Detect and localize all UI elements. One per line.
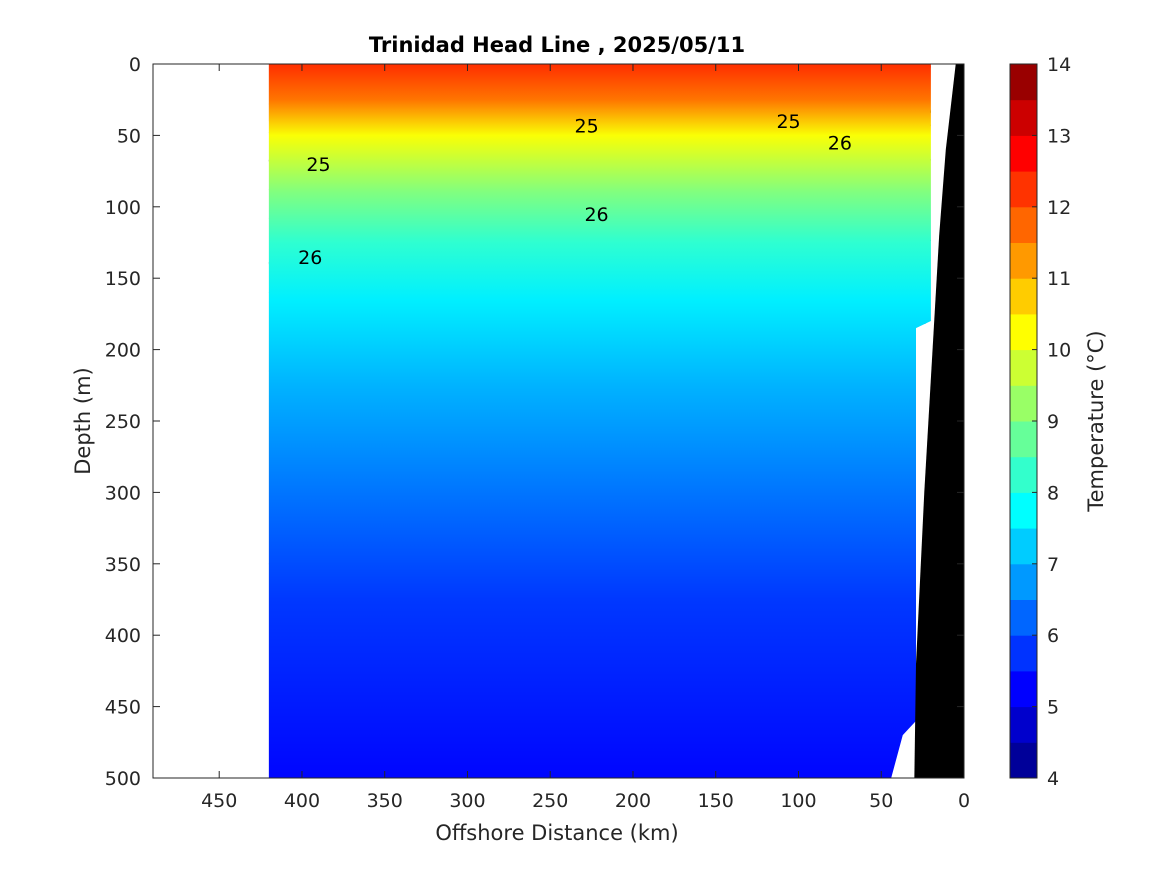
colorbar-swatch [1010,742,1037,779]
x-tick-label: 350 [367,790,403,812]
colorbar-swatch [1010,599,1037,636]
colorbar-label: Temperature (°C) [1084,330,1108,512]
plot-area: 25 25 25 26 26 26 [152,63,965,779]
colorbar-swatch [1010,206,1037,243]
colorbar-swatch [1010,278,1037,315]
colorbar-tick-label: 5 [1047,697,1059,719]
temperature-field [268,64,931,778]
colorbar-swatch [1010,421,1037,458]
y-tick-label: 250 [105,411,141,433]
colorbar-tick-label: 9 [1047,411,1059,433]
y-tick-label: 100 [105,197,141,219]
colorbar-tick-label: 12 [1047,197,1071,219]
colorbar-swatch [1010,99,1037,136]
x-tick-label: 250 [532,790,568,812]
colorbar-swatch [1010,706,1037,743]
contour-labels: 25 25 25 26 26 26 [298,111,852,269]
colorbar-tick-label: 4 [1047,768,1059,790]
temperature-gradient [268,64,931,778]
colorbar-swatch [1010,313,1037,351]
colorbar-swatch [1010,385,1037,422]
colorbar-tick-label: 13 [1047,125,1071,147]
colorbar: 4 5 6 7 8 9 10 11 12 13 14 [1009,54,1071,790]
y-axis: 0 50 100 150 200 250 300 350 400 450 500 [105,54,964,790]
colorbar-tick-label: 6 [1047,625,1059,647]
y-axis-label: Depth (m) [71,367,95,474]
y-tick-label: 150 [105,268,141,290]
colorbar-swatch [1010,171,1037,208]
contour-label: 25 [575,115,599,137]
contour-label: 25 [306,154,330,176]
y-tick-label: 400 [105,625,141,647]
y-tick-label: 0 [129,54,141,76]
y-tick-label: 300 [105,482,141,504]
colorbar-swatch [1010,492,1037,529]
x-tick-label: 100 [780,790,816,812]
contour-label: 26 [584,204,608,226]
colorbar-swatch [1010,528,1037,565]
colorbar-swatch [1010,242,1037,279]
x-tick-label: 150 [698,790,734,812]
x-tick-label: 300 [449,790,485,812]
y-tick-label: 200 [105,340,141,362]
x-axis: 450 400 350 300 250 200 150 100 50 0 [201,64,970,812]
y-tick-label: 450 [105,697,141,719]
colorbar-swatch [1010,635,1037,672]
chart-title: Trinidad Head Line , 2025/05/11 [369,33,745,57]
colorbar-tick-label: 14 [1047,54,1071,76]
colorbar-swatch [1010,456,1037,493]
colorbar-swatch [1010,563,1037,600]
x-tick-label: 200 [615,790,651,812]
colorbar-tick-label: 7 [1047,554,1059,576]
colorbar-tick-label: 8 [1047,482,1059,504]
contour-label: 26 [828,133,852,155]
y-tick-label: 500 [105,768,141,790]
y-tick-label: 50 [117,125,141,147]
bathymetry [914,64,964,778]
x-tick-label: 50 [869,790,893,812]
x-axis-label: Offshore Distance (km) [435,821,678,845]
x-tick-label: 450 [201,790,237,812]
contour-label: 26 [298,247,322,269]
colorbar-swatch [1010,670,1037,708]
y-tick-label: 350 [105,554,141,576]
colorbar-swatch [1010,64,1037,101]
colorbar-tick-label: 10 [1047,340,1071,362]
colorbar-swatch [1010,349,1037,386]
contour-label: 25 [776,111,800,133]
x-tick-label: 0 [958,790,970,812]
x-tick-label: 400 [284,790,320,812]
colorbar-swatch [1010,135,1037,172]
colorbar-tick-label: 11 [1047,268,1071,290]
